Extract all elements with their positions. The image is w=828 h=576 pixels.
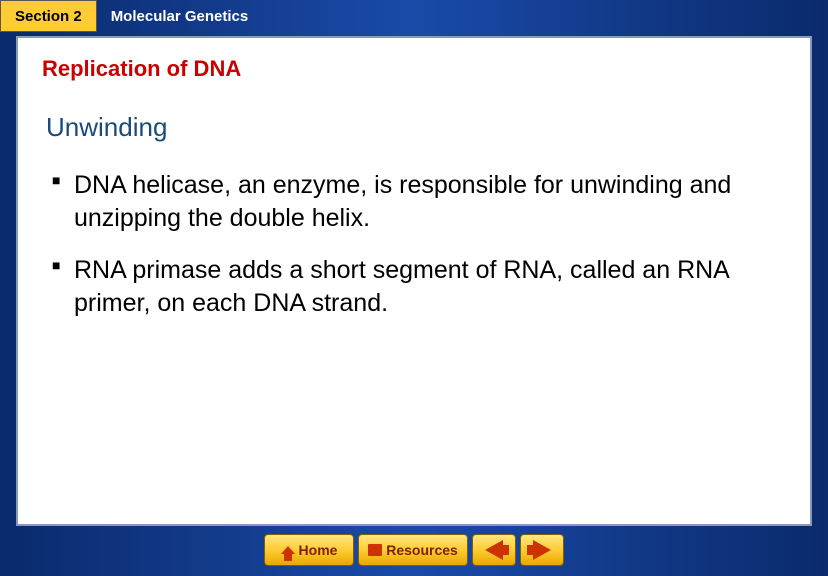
resources-label: Resources <box>386 542 458 558</box>
slide-title: Replication of DNA <box>42 56 786 82</box>
footer-bar: Home Resources <box>0 530 828 570</box>
prev-button[interactable] <box>472 534 516 566</box>
topic-tab: Molecular Genetics <box>97 0 263 32</box>
next-button[interactable] <box>520 534 564 566</box>
slide-frame: Section 2 Molecular Genetics Replication… <box>0 0 828 576</box>
content-panel: Replication of DNA Unwinding DNA helicas… <box>16 36 812 526</box>
home-icon <box>281 546 295 554</box>
home-label: Home <box>299 542 338 558</box>
home-button[interactable]: Home <box>264 534 354 566</box>
header-bar: Section 2 Molecular Genetics <box>0 0 828 32</box>
slide-subtitle: Unwinding <box>46 112 786 143</box>
arrow-left-icon <box>485 540 503 560</box>
arrow-right-icon <box>533 540 551 560</box>
bullet-item: DNA helicase, an enzyme, is responsible … <box>52 169 786 234</box>
resources-button[interactable]: Resources <box>358 534 468 566</box>
section-tab: Section 2 <box>0 0 97 32</box>
bullet-item: RNA primase adds a short segment of RNA,… <box>52 254 786 319</box>
book-icon <box>368 544 382 556</box>
section-label: Section 2 <box>15 8 82 25</box>
topic-label: Molecular Genetics <box>111 8 249 25</box>
